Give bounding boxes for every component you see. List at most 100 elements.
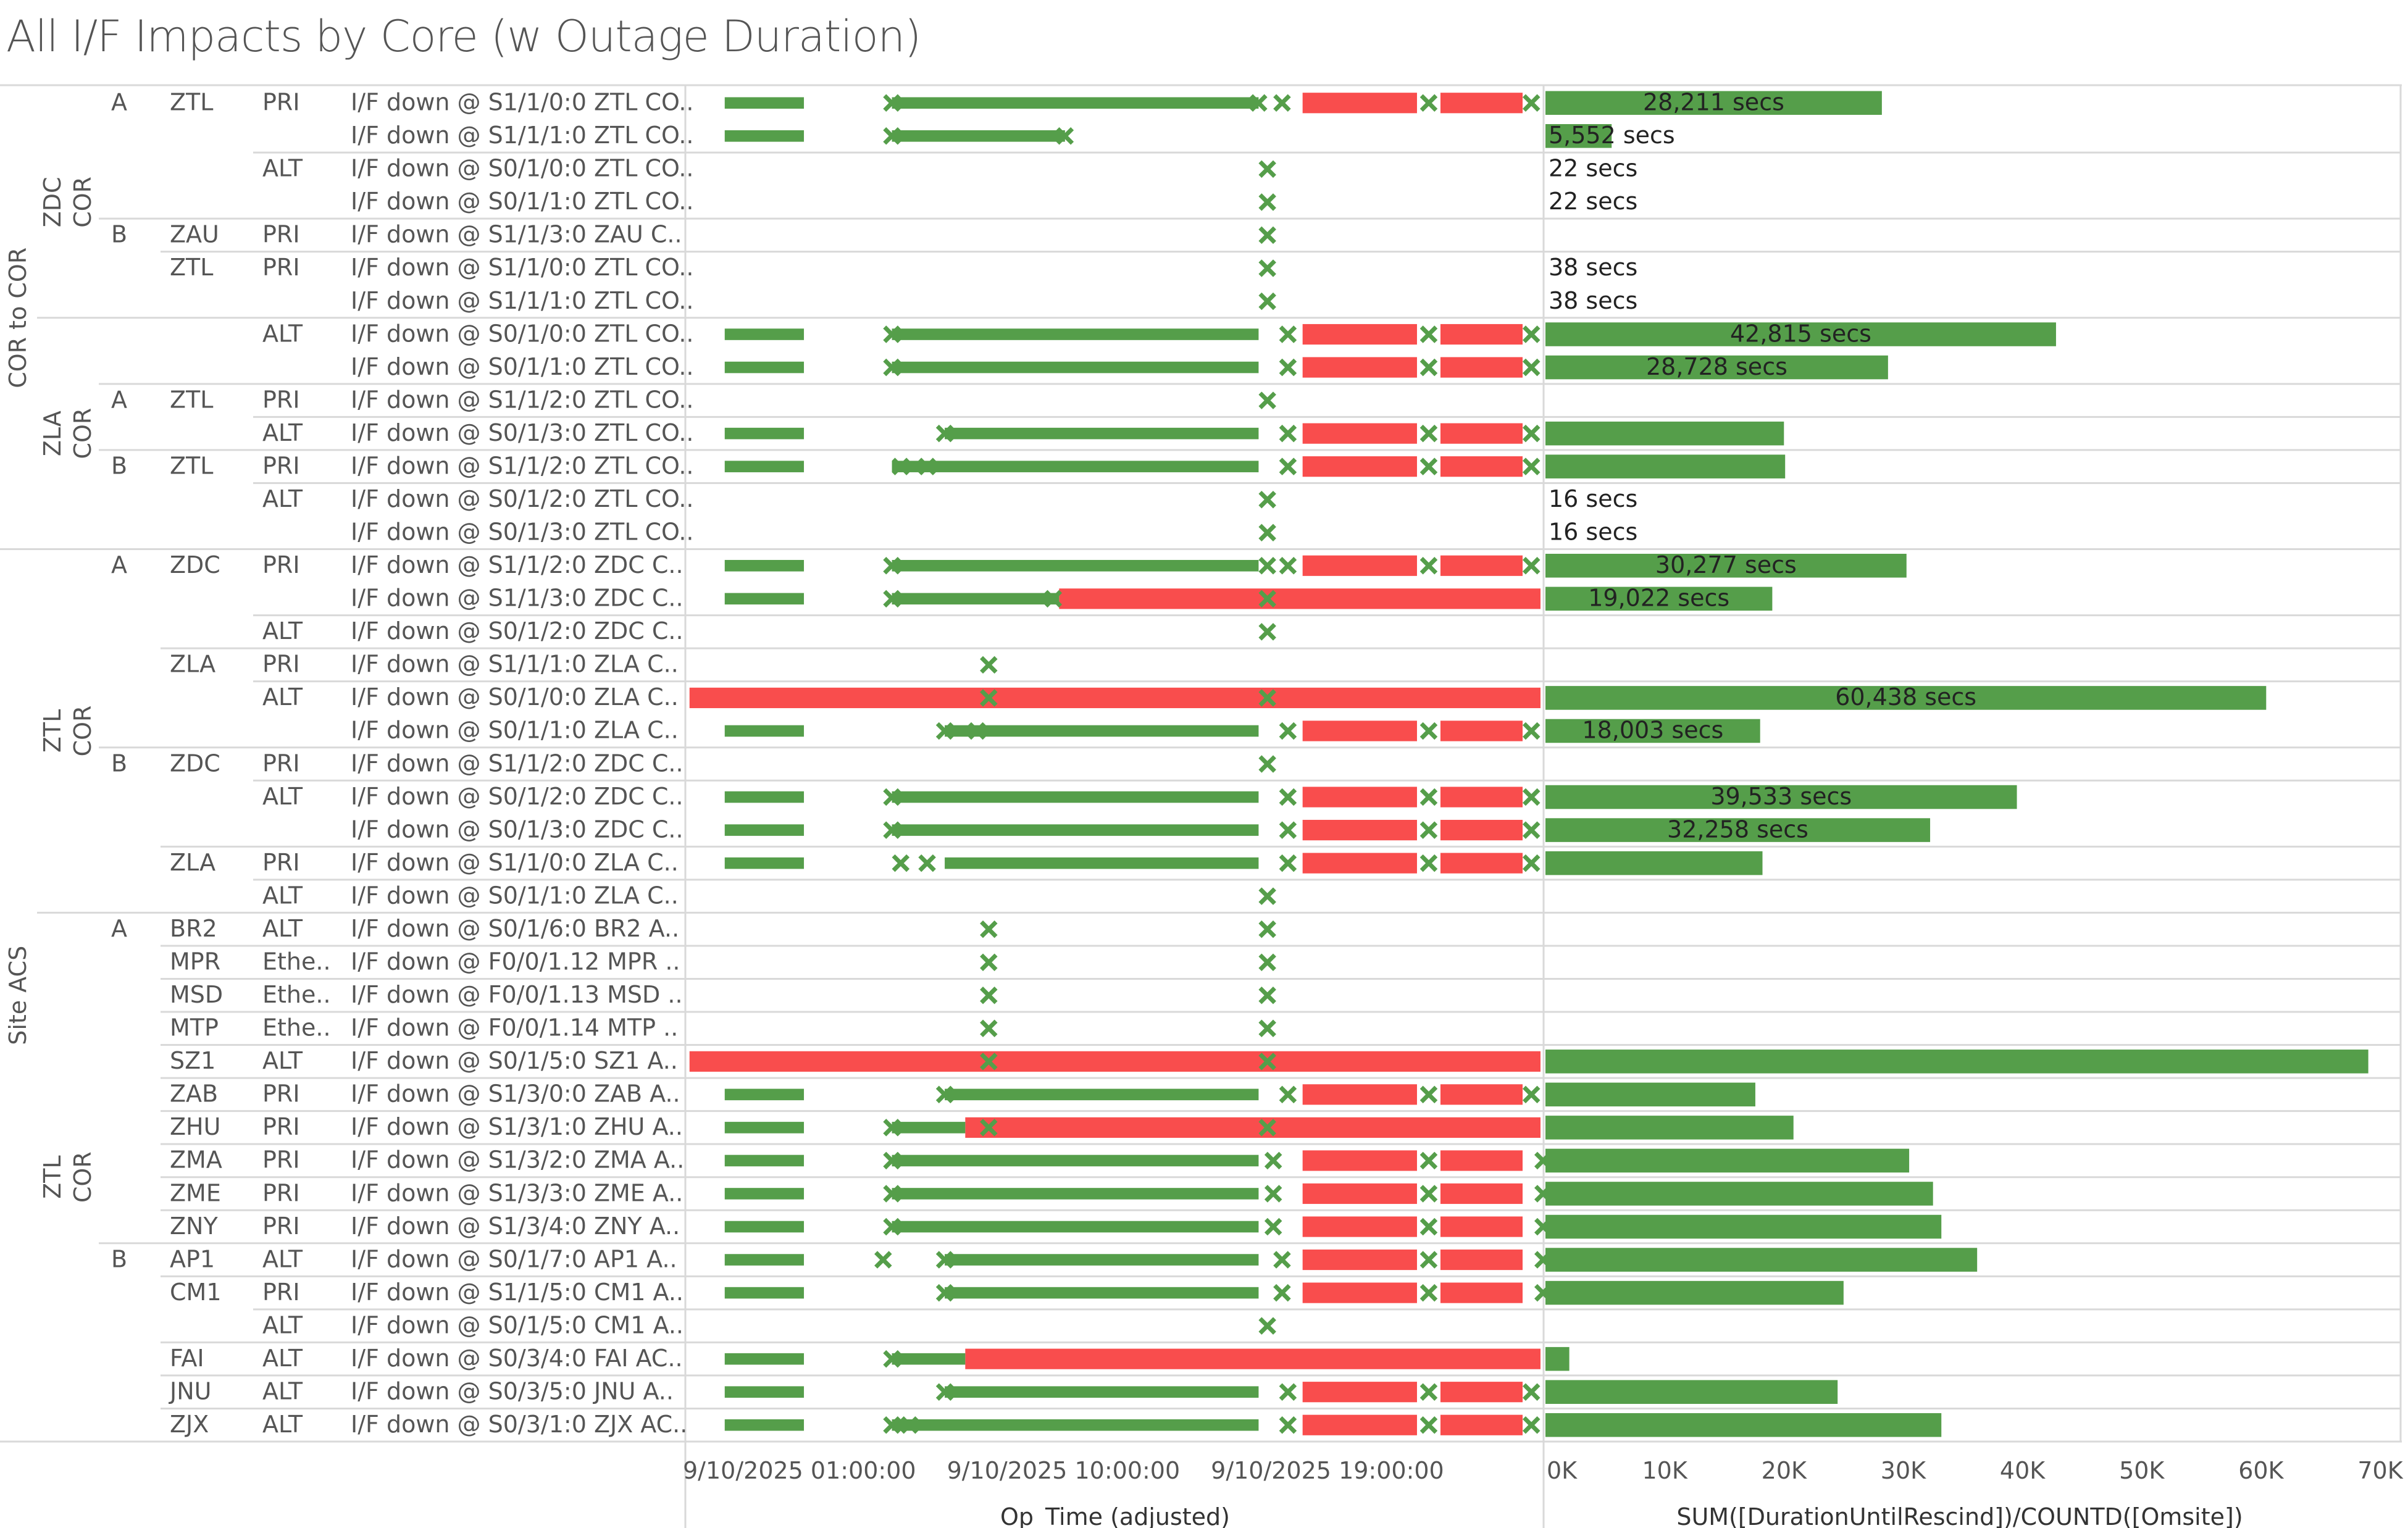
interface-label: I/F down @ S0/1/5:0 SZ1 A.. (351, 1047, 678, 1074)
side-label: B (111, 452, 127, 479)
group-label: Site ACS (4, 946, 31, 1045)
down-segment (1440, 1382, 1523, 1403)
duration-label: 42,815 secs (1730, 320, 1871, 347)
state-change-marker (883, 1185, 901, 1203)
duration-label: 19,022 secs (1588, 585, 1729, 612)
link-type-label: PRI (262, 386, 300, 413)
site-label: ZTL (170, 254, 213, 281)
site-label: AP1 (170, 1245, 215, 1272)
duration-bar (1545, 1050, 2368, 1074)
up-segment (945, 1287, 1259, 1299)
core-label-name: ZTL (39, 709, 66, 753)
down-segment (1302, 1382, 1417, 1403)
link-type-label: ALT (262, 1345, 303, 1372)
down-segment (1440, 720, 1523, 741)
time-axis-title: Op_Time (adjusted) (1000, 1503, 1230, 1528)
down-segment (1302, 787, 1417, 808)
up-segment (724, 1088, 805, 1101)
state-change-marker (1258, 887, 1276, 905)
state-change-marker (1258, 193, 1276, 211)
site-label: ZLA (170, 651, 215, 678)
state-change-marker (980, 689, 998, 707)
link-type-label: ALT (262, 155, 303, 182)
link-type-label: ALT (262, 1047, 303, 1074)
state-change-marker (1258, 557, 1276, 575)
state-change-marker (1419, 424, 1438, 443)
site-label: ZJX (170, 1411, 209, 1438)
up-segment (892, 593, 1060, 605)
down-segment (1440, 423, 1523, 444)
up-segment (892, 361, 1259, 374)
state-change-marker (874, 1251, 892, 1269)
down-segment (965, 1117, 1541, 1138)
link-type-label: ALT (262, 485, 303, 512)
up-segment (892, 824, 1259, 836)
duration-label: 22 secs (1549, 155, 1637, 182)
up-segment (892, 1221, 1259, 1233)
interface-label: I/F down @ S1/1/2:0 ZTL CO.. (351, 452, 694, 479)
interface-label: I/F down @ S0/1/3:0 ZTL CO.. (351, 419, 694, 446)
state-change-marker (1258, 1019, 1276, 1038)
duration-bar (1545, 686, 2267, 710)
up-segment (724, 130, 805, 142)
state-change-marker (1258, 953, 1276, 971)
duration-label: 22 secs (1549, 188, 1637, 215)
state-change-marker (1419, 358, 1438, 377)
value-tick-label: 70K (2357, 1457, 2403, 1484)
link-type-label: ALT (262, 617, 303, 645)
duration-label: 28,211 secs (1643, 89, 1784, 116)
state-change-marker (1419, 722, 1438, 740)
group-label: COR to COR (4, 248, 31, 388)
state-change-marker (1419, 325, 1438, 343)
state-change-marker (1258, 987, 1276, 1004)
state-change-marker (918, 457, 936, 475)
up-segment (724, 461, 805, 472)
link-type-label: ALT (262, 683, 303, 711)
state-change-marker (1258, 755, 1276, 773)
state-change-marker (918, 854, 936, 872)
value-tick-label: 40K (2000, 1457, 2046, 1484)
state-change-marker (1419, 557, 1438, 575)
link-type-label: PRI (262, 1279, 300, 1306)
down-segment (1440, 1084, 1523, 1105)
site-label: ZNY (170, 1213, 218, 1240)
site-label: ZTL (170, 386, 213, 413)
core-label-suffix: COR (69, 408, 96, 459)
side-label: A (111, 551, 127, 578)
site-label: MTP (170, 1014, 219, 1042)
state-change-marker (883, 127, 901, 145)
link-type-label: PRI (262, 1179, 300, 1206)
interface-label: I/F down @ S0/1/3:0 ZDC C.. (351, 816, 684, 843)
time-tick-label: 9/10/2025 01:00:00 (683, 1457, 916, 1484)
down-segment (1302, 456, 1417, 477)
link-type-label: PRI (262, 1080, 300, 1108)
down-segment (1440, 93, 1523, 114)
state-change-marker (980, 1053, 998, 1071)
up-segment (892, 328, 1259, 340)
state-change-marker (1279, 1383, 1297, 1401)
up-segment (724, 361, 805, 374)
down-segment (1440, 456, 1523, 477)
state-change-marker (1258, 490, 1276, 509)
duration-bar (1545, 355, 1888, 380)
up-segment (945, 1386, 1259, 1398)
interface-label: I/F down @ S0/1/5:0 CM1 A.. (351, 1311, 684, 1338)
link-type-label: PRI (262, 1213, 300, 1240)
down-segment (1302, 93, 1417, 114)
duration-bar (1545, 785, 2017, 809)
interface-label: I/F down @ S1/3/0:0 ZAB A.. (351, 1080, 680, 1108)
interface-label: I/F down @ F0/0/1.14 MTP .. (351, 1014, 678, 1042)
state-change-marker (1279, 557, 1297, 575)
duration-bar (1545, 454, 1786, 478)
interface-label: I/F down @ S1/3/3:0 ZME A.. (351, 1179, 683, 1206)
interface-label: I/F down @ S1/3/4:0 ZNY A.. (351, 1213, 680, 1240)
interface-label: I/F down @ S0/1/1:0 ZLA C.. (351, 882, 679, 909)
state-change-marker (980, 987, 998, 1004)
link-type-label: ALT (262, 915, 303, 942)
state-change-marker (1279, 821, 1297, 839)
state-change-marker (1522, 722, 1541, 740)
state-change-marker (1258, 226, 1276, 244)
up-segment (892, 461, 1259, 472)
down-segment (1302, 1183, 1417, 1204)
